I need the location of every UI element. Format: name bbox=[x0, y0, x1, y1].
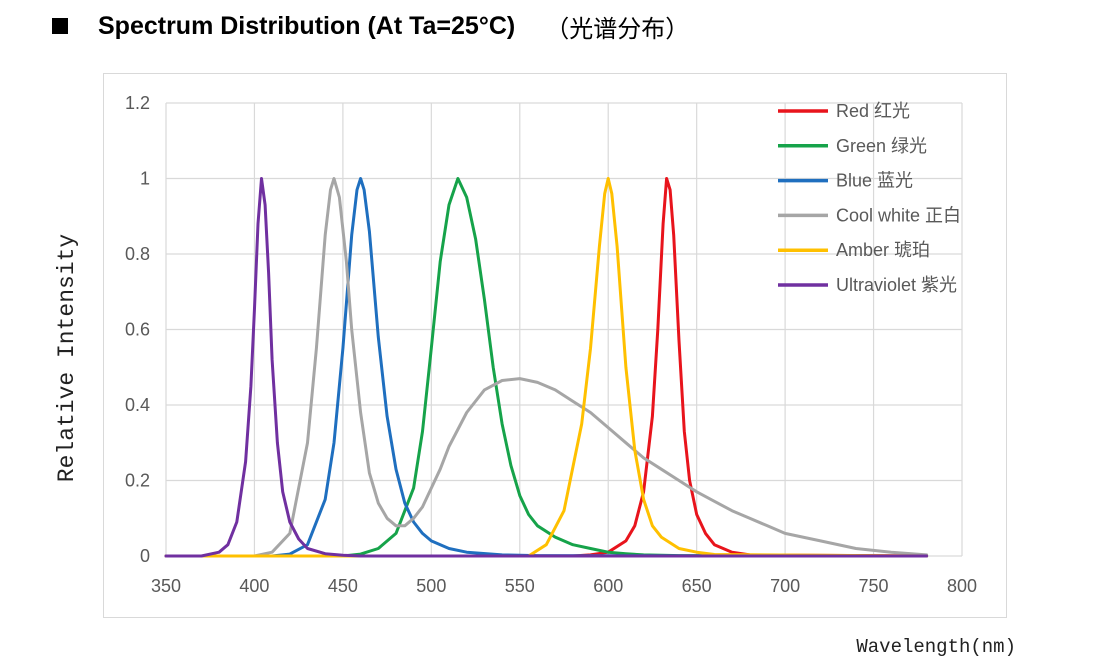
section-heading: Spectrum Distribution (At Ta=25°C) （光谱分布… bbox=[52, 8, 689, 44]
legend-label: Ultraviolet 紫光 bbox=[836, 275, 957, 295]
series-line-1 bbox=[164, 177, 929, 558]
x-tick-label: 750 bbox=[859, 576, 889, 596]
y-tick-label: 1.2 bbox=[125, 93, 150, 113]
x-tick-label: 400 bbox=[239, 576, 269, 596]
y-tick-label: 1 bbox=[140, 169, 150, 189]
y-tick-label: 0.6 bbox=[125, 320, 150, 340]
x-tick-label: 600 bbox=[593, 576, 623, 596]
x-tick-label: 550 bbox=[505, 576, 535, 596]
y-tick-label: 0 bbox=[140, 546, 150, 566]
legend-label: Amber 琥珀 bbox=[836, 240, 930, 260]
y-axis-label: Relative Intensity bbox=[54, 234, 80, 483]
x-axis-label: Wavelength(nm) bbox=[856, 636, 1016, 658]
y-tick-label: 0.2 bbox=[125, 471, 150, 491]
series-line-2 bbox=[164, 177, 929, 558]
series-line-3 bbox=[164, 177, 929, 558]
legend-label: Blue 蓝光 bbox=[836, 171, 913, 191]
series-layer bbox=[164, 177, 929, 558]
legend-layer: Red 红光 Green 绿光 Blue 蓝光 Cool white 正白 Amber … bbox=[778, 101, 961, 295]
legend-label: Cool white 正白 bbox=[836, 205, 961, 225]
x-tick-label: 650 bbox=[682, 576, 712, 596]
x-tick-label: 450 bbox=[328, 576, 358, 596]
legend-label: Green 绿光 bbox=[836, 136, 927, 156]
chart-frame bbox=[103, 73, 1007, 618]
x-tick-label: 700 bbox=[770, 576, 800, 596]
square-bullet-icon bbox=[52, 18, 68, 34]
x-tick-label: 500 bbox=[416, 576, 446, 596]
y-tick-label: 0.4 bbox=[125, 395, 150, 415]
x-tick-label: 800 bbox=[947, 576, 977, 596]
section-title-cn: （光谱分布） bbox=[545, 15, 690, 43]
tick-layer: 350 400 450 500 550 600 650 700 750 800 0 0.2 0.4 0.6… bbox=[125, 93, 977, 596]
legend-label: Red 红光 bbox=[836, 101, 910, 121]
y-tick-label: 0.8 bbox=[125, 244, 150, 264]
series-line-0 bbox=[164, 177, 929, 558]
section-title: Spectrum Distribution (At Ta=25°C) bbox=[98, 11, 516, 40]
grid-layer bbox=[165, 102, 963, 557]
series-line-4 bbox=[164, 177, 929, 558]
x-tick-label: 350 bbox=[151, 576, 181, 596]
series-line-5 bbox=[164, 177, 929, 558]
